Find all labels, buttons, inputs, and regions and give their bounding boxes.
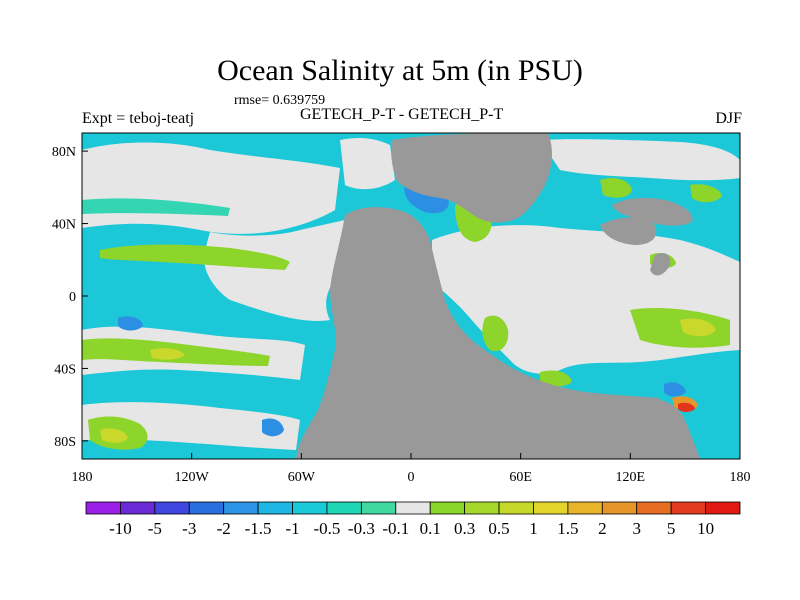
colorbar-label: 1 xyxy=(529,519,538,538)
colorbar-label: 5 xyxy=(667,519,676,538)
colorbar-label: -0.3 xyxy=(348,519,375,538)
y-tick-label: 80N xyxy=(52,145,76,160)
colorbar-swatch xyxy=(429,501,466,515)
axis-tick-labels: 180 120W 60W 0 60E 120E 180 80N 40N 0 40S 80S xyxy=(52,145,751,485)
land-northeast-island xyxy=(612,197,693,226)
x-tick-label: 60W xyxy=(288,470,316,485)
land-east-continent xyxy=(600,217,657,245)
land-americas xyxy=(296,207,662,459)
blue-patch-south-atlantic xyxy=(262,418,284,437)
land-north-continent xyxy=(391,133,552,223)
colorbar-swatch xyxy=(257,501,293,515)
colorbar-swatch xyxy=(498,501,534,515)
model-comparison-label: GETECH_P-T - GETECH_P-T xyxy=(300,106,504,123)
map-field xyxy=(82,133,740,459)
colorbar-label: -1.5 xyxy=(245,519,272,538)
x-tick-label: 180 xyxy=(730,470,751,485)
x-tick-label: 0 xyxy=(408,470,415,485)
green-band-north-pacific xyxy=(100,244,290,270)
neutral-region-indian xyxy=(480,264,612,307)
green-patch-equatorial-east xyxy=(540,370,572,387)
x-tick-label: 180 xyxy=(72,470,93,485)
y-tick-label: 80S xyxy=(54,435,76,450)
map-title: Ocean Salinity at 5m (in PSU) xyxy=(217,54,583,87)
y-tick-label: 40S xyxy=(54,362,76,377)
colorbar-label: 0.5 xyxy=(488,519,509,538)
colorbar-label: 2 xyxy=(598,519,607,538)
neutral-region-north-tethys xyxy=(540,139,740,181)
colorbar-swatch xyxy=(85,501,121,515)
colorbar-label: 0.1 xyxy=(420,519,441,538)
blue-patch-southeast xyxy=(664,382,686,397)
colorbar-swatch xyxy=(154,501,190,515)
neutral-region-north-atlantic xyxy=(340,137,395,190)
neutral-region-central-pacific xyxy=(204,220,352,321)
colorbar-swatch xyxy=(670,501,706,515)
green-patch-northeast xyxy=(600,178,632,198)
colorbar-swatch xyxy=(567,501,603,515)
colorbar-swatch xyxy=(601,501,638,515)
axis-ticks xyxy=(81,150,741,459)
colorbar-swatch xyxy=(223,501,259,515)
green-patch-far-northeast xyxy=(690,184,722,203)
yellow-patch-pacific xyxy=(150,348,185,360)
colorbar: -10 -5 -3 -2 -1.5 -1 -0.5 -0.3 -0.1 0.1 0.3 0.5 1 1.5… xyxy=(85,501,741,538)
green-patch-west-tethys xyxy=(482,315,509,352)
colorbar-swatch xyxy=(395,501,431,515)
colorbar-label: -3 xyxy=(182,519,196,538)
yellow-patch-south-pacific xyxy=(100,428,128,443)
colorbar-swatch xyxy=(360,501,397,515)
green-band-east-tethys xyxy=(630,308,730,348)
colorbar-swatch xyxy=(464,501,500,515)
x-tick-label: 120W xyxy=(175,470,210,485)
colorbar-label: -5 xyxy=(148,519,162,538)
yellow-patch-east-tethys xyxy=(680,318,716,337)
experiment-label: Expt = teboj-teatj xyxy=(82,110,195,127)
rmse-label: rmse= 0.639759 xyxy=(234,93,326,108)
blue-patch-pacific-south xyxy=(118,316,143,331)
y-tick-label: 0 xyxy=(69,290,76,305)
y-tick-label: 40N xyxy=(52,218,76,233)
red-patch-southeast xyxy=(678,402,695,412)
colorbar-label: 10 xyxy=(697,519,714,538)
colorbar-swatch xyxy=(120,501,156,515)
colorbar-label: 1.5 xyxy=(557,519,578,538)
colorbar-label: 0.3 xyxy=(454,519,475,538)
colorbar-swatch xyxy=(326,501,362,515)
colorbar-label: -10 xyxy=(109,519,132,538)
colorbar-swatch xyxy=(292,501,328,515)
land-antarctic-east xyxy=(600,400,700,459)
colorbar-label: -0.1 xyxy=(382,519,409,538)
colorbar-swatch xyxy=(533,501,569,515)
colorbar-swatch xyxy=(636,501,672,515)
colorbar-label: -1 xyxy=(285,519,299,538)
x-tick-label: 120E xyxy=(616,470,646,485)
colorbar-swatch xyxy=(705,501,741,515)
colorbar-label: 3 xyxy=(632,519,641,538)
teal-band-north-pacific xyxy=(82,198,230,216)
colorbar-label: -2 xyxy=(217,519,231,538)
colorbar-label: -0.5 xyxy=(313,519,340,538)
colorbar-swatch xyxy=(188,501,225,515)
land-east-peninsula xyxy=(650,253,671,276)
season-label: DJF xyxy=(715,110,742,127)
x-tick-label: 60E xyxy=(509,470,532,485)
